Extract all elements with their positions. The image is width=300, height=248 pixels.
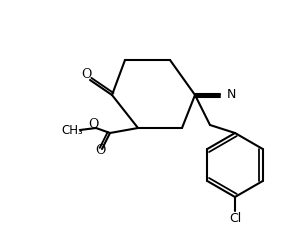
Text: O: O <box>88 118 98 130</box>
Text: O: O <box>81 68 91 82</box>
Text: Cl: Cl <box>229 213 241 225</box>
Text: CH₃: CH₃ <box>61 124 83 136</box>
Text: O: O <box>95 145 105 157</box>
Text: N: N <box>227 89 236 101</box>
